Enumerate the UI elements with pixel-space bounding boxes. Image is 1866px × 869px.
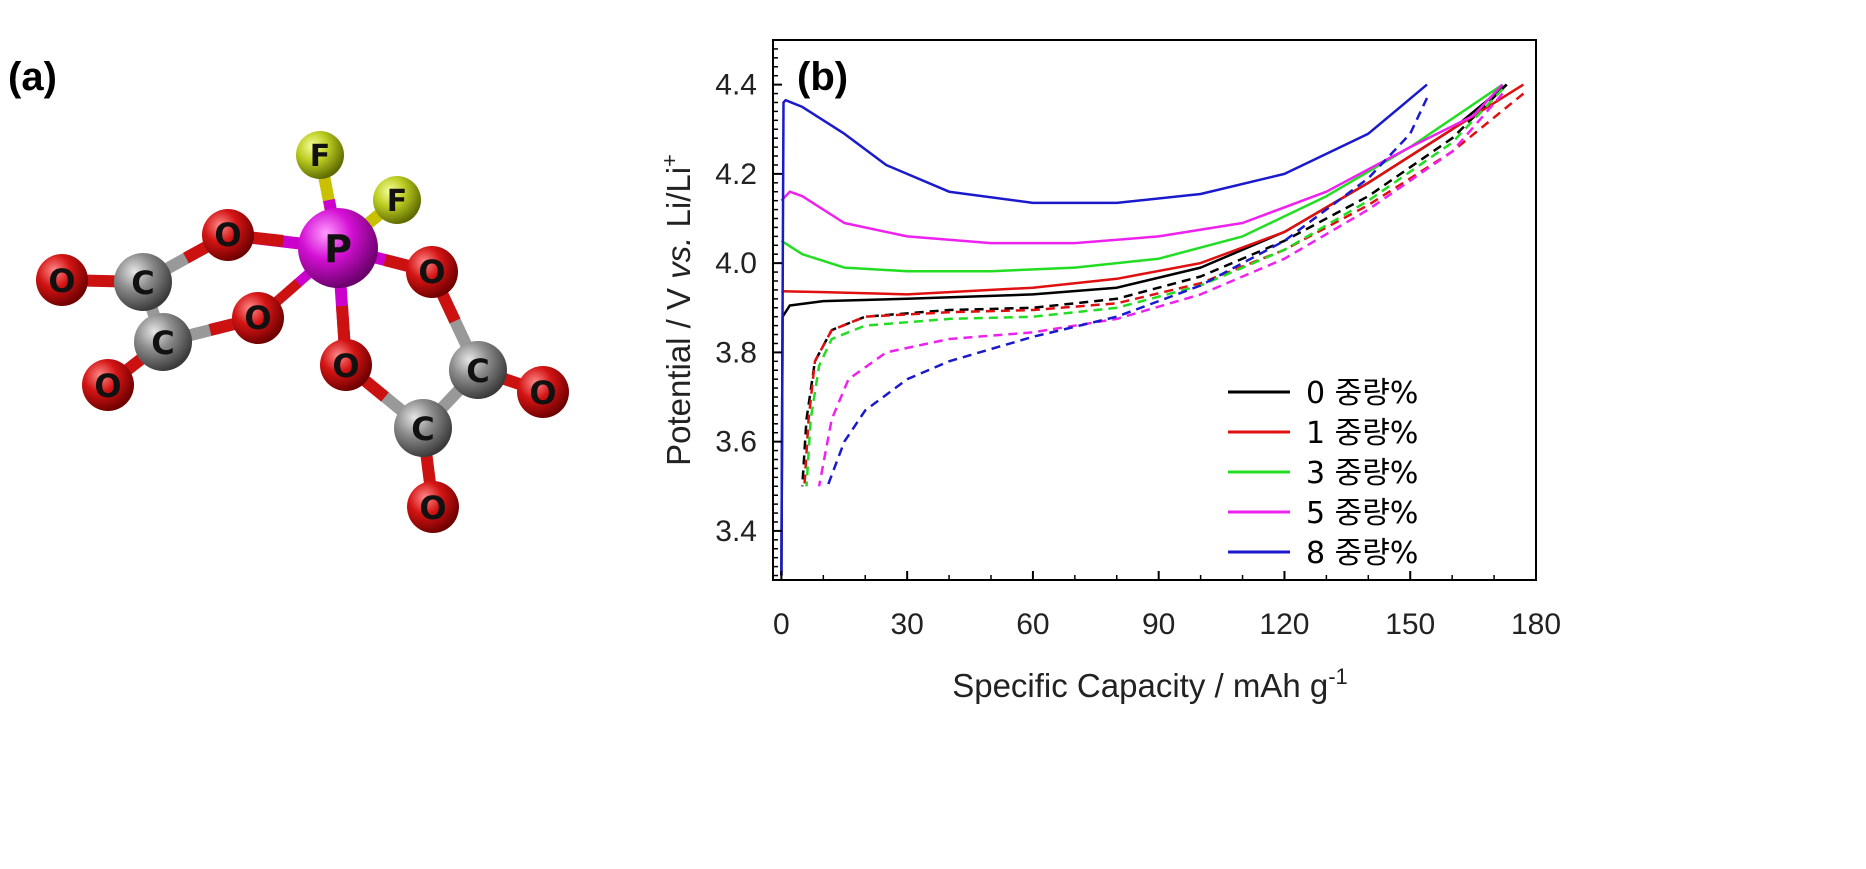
legend-label-4: 5 중량% xyxy=(1306,496,1418,531)
legend-label-3: 3 중량% xyxy=(1306,456,1418,491)
legend: 0 중량% 1 중량% 3 중량% 5 중량% 8 중량% xyxy=(1228,376,1418,571)
x-tick-label: 120 xyxy=(1259,608,1309,641)
x-tick-label: 30 xyxy=(890,608,923,641)
atom-o3-label: O xyxy=(418,253,445,291)
y-axis-title-post: Li/Li xyxy=(660,167,697,237)
x-tick-label: 90 xyxy=(1142,608,1175,641)
atom-p-label: P xyxy=(324,227,352,271)
y-axis-title-sup: + xyxy=(657,154,682,167)
legend-label-1: 0 중량% xyxy=(1306,376,1418,411)
x-tick-label: 60 xyxy=(1016,608,1049,641)
x-axis-title-text: Specific Capacity / mAh g xyxy=(952,667,1328,704)
chart-panel: 0 30 60 90 120 150 180 3.4 3.6 3.8 4.0 4.2 4.4 (b) S… xyxy=(657,40,1561,704)
y-tick-label: 3.6 xyxy=(715,426,757,459)
molecule-atoms: F F O P O O C O C O C O O xyxy=(36,131,569,533)
x-axis-title: Specific Capacity / mAh g-1 xyxy=(952,664,1348,704)
y-tick-label: 3.8 xyxy=(715,336,757,369)
y-tick-label: 4.2 xyxy=(715,158,757,191)
atom-o2-label: O xyxy=(244,299,271,337)
atom-c2-label: C xyxy=(151,324,174,362)
series-2-charge-line xyxy=(781,85,1523,295)
molecule-bonds xyxy=(62,155,543,507)
atom-o5-label: O xyxy=(48,262,75,300)
y-axis-title-pre: Potential / V xyxy=(660,279,697,466)
y-tick-label: 4.4 xyxy=(715,69,757,102)
atom-o8-label: O xyxy=(419,489,446,527)
atom-c1-label: C xyxy=(131,264,154,302)
axis-ticks xyxy=(773,40,1536,580)
atom-f1-label: F xyxy=(310,139,331,174)
x-tick-label: 0 xyxy=(773,608,790,641)
legend-label-5: 8 중량% xyxy=(1306,536,1418,571)
molecule-panel: (a) xyxy=(8,55,569,533)
x-axis-title-sup: -1 xyxy=(1328,664,1348,689)
x-tick-label: 180 xyxy=(1511,608,1561,641)
atom-c3-label: C xyxy=(466,352,489,390)
x-tick-label: 150 xyxy=(1385,608,1435,641)
atom-o1-label: O xyxy=(214,216,241,254)
atom-o6-label: O xyxy=(94,367,121,405)
legend-label-2: 1 중량% xyxy=(1306,416,1418,451)
panel-b-label: (b) xyxy=(797,55,848,99)
y-axis-title-vs: vs. xyxy=(660,237,697,279)
plot-frame xyxy=(773,40,1536,580)
atom-o4-label: O xyxy=(332,347,359,385)
atom-f2-label: F xyxy=(387,184,408,219)
y-tick-label: 4.0 xyxy=(715,247,757,280)
y-axis-title: Potential / V vs. Li/Li+ xyxy=(657,154,697,466)
atom-c4-label: C xyxy=(411,410,434,448)
panel-a-label: (a) xyxy=(8,55,57,99)
series-4-charge-line xyxy=(781,85,1502,244)
atom-o7-label: O xyxy=(529,374,556,412)
y-tick-label: 3.4 xyxy=(715,515,757,548)
